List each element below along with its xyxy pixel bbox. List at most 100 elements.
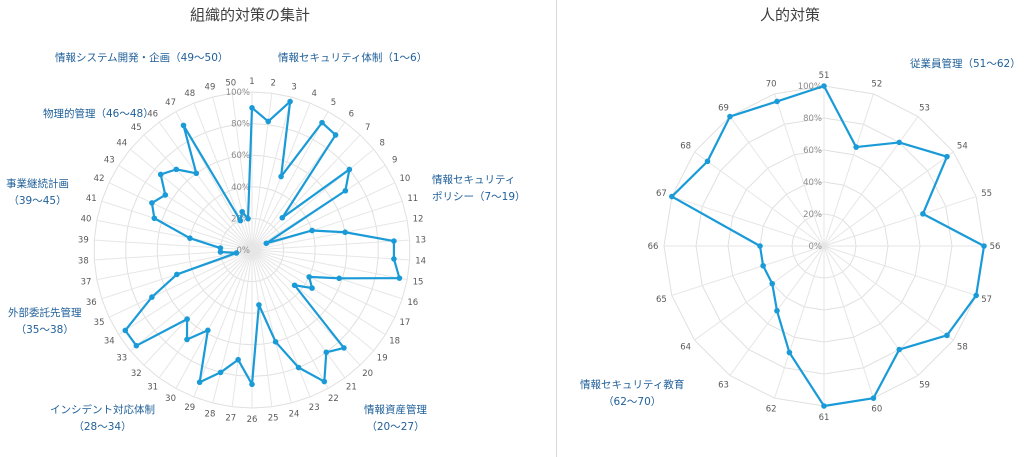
human-data-point [760,262,766,269]
org-category-label: 16 [407,298,418,308]
human-category-label: 65 [656,295,667,305]
org-spoke [251,249,329,389]
human-category-label: 60 [871,405,882,415]
org-data-point [279,214,286,221]
human-category-label: 51 [819,71,830,81]
org-category-label: 14 [415,257,426,267]
org-data-point [336,275,342,282]
human-spoke [823,245,919,376]
org-category-label: 34 [104,337,115,347]
org-category-label: 7 [365,123,370,133]
org-data-point [396,275,403,281]
org-spoke [251,96,292,251]
org-spoke [251,148,375,251]
chart-title-organizational: 組織的対策の集計 [189,6,310,24]
human-spoke [823,245,977,296]
org-category-label: 47 [165,98,176,108]
org-data-point [341,345,347,351]
org-category-label: 42 [94,174,105,184]
org-category-label: 37 [81,278,92,288]
org-data-point [391,238,397,244]
org-spoke [251,249,386,336]
human-category-label: 63 [718,380,729,390]
group-label-security-education: 情報セキュリティ教育 （62〜70） [580,379,685,408]
org-spoke [129,249,253,352]
org-data-point [272,339,279,345]
org-category-label: 25 [268,414,279,424]
human-category-label: 53 [919,104,930,114]
org-category-label: 11 [407,194,418,204]
org-data-point [184,316,190,322]
org-data-point [184,336,190,343]
org-category-label: 27 [225,414,236,424]
org-data-point [151,215,158,222]
org-spoke [96,249,253,281]
org-category-label: 6 [349,109,354,119]
org-category-label: 2 [270,78,275,88]
org-category-label: 15 [413,278,424,288]
org-category-label: 17 [400,318,411,328]
org-category-label: 45 [131,123,142,133]
human-data-point [853,144,859,150]
human-spoke [774,245,825,399]
chart-divider [556,0,557,457]
org-data-point [249,105,255,111]
human-spoke [694,245,825,341]
human-spoke [729,116,825,247]
org-category-label: 26 [247,415,258,425]
org-category-label: 18 [389,337,400,347]
human-data-point [944,332,950,339]
org-data-point [309,227,315,234]
group-label-incident: インシデント対応体制 （28〜34） [50,404,155,433]
org-category-label: 41 [86,194,97,204]
org-category-label: 50 [225,78,236,88]
org-category-label: 28 [205,410,216,420]
org-category-label: 31 [147,383,158,393]
org-data-point [149,200,155,206]
human-data-point [896,139,903,146]
group-label-outsourcing: 外部委託先管理 （35〜38） [8,307,82,336]
org-spoke [212,249,253,404]
org-spoke [251,111,329,251]
org-spoke [118,249,253,336]
org-spoke [251,249,403,300]
human-category-label: 56 [990,242,1001,252]
org-spoke [158,249,253,379]
org-spoke [251,249,346,379]
org-spoke [251,249,273,407]
org-spoke [158,121,253,251]
group-label-security-policy: 情報セキュリティ ポリシー（7〜19） [432,174,526,203]
org-category-label: 46 [147,109,158,119]
org-data-point [291,282,298,289]
org-spoke [251,249,408,281]
human-category-label: 69 [718,104,729,114]
group-label-employee-management: 従業員管理（51〜62） [910,58,1021,70]
org-spoke [118,164,253,251]
org-tick-label: 0% [237,246,251,256]
human-category-label: 52 [871,79,882,89]
org-category-label: 43 [104,155,115,165]
human-tick-label: 60% [803,146,822,156]
group-label-bcp: 事業継続計画 （39〜45） [6,178,69,207]
org-data-point [295,364,302,371]
org-data-point [323,349,330,356]
org-data-point [235,356,241,363]
human-data-point [821,83,827,89]
org-tick-label: 40% [231,183,250,193]
org-spoke [231,93,253,251]
group-label-physical: 物理的管理（46〜48） [43,108,154,120]
org-spoke [175,249,253,389]
human-tick-label: 40% [803,178,822,188]
human-category-label: 54 [957,141,968,151]
org-spoke [251,200,403,251]
org-category-label: 8 [380,138,385,148]
org-category-label: 35 [94,318,105,328]
org-data-point [342,229,348,236]
chart-title-human: 人的対策 [759,6,820,24]
org-spoke [143,249,253,366]
org-spoke [108,249,253,318]
human-data-point [920,211,926,217]
org-category-label: 13 [415,235,426,245]
org-category-label: 20 [362,369,373,379]
org-category-label: 38 [78,257,89,267]
